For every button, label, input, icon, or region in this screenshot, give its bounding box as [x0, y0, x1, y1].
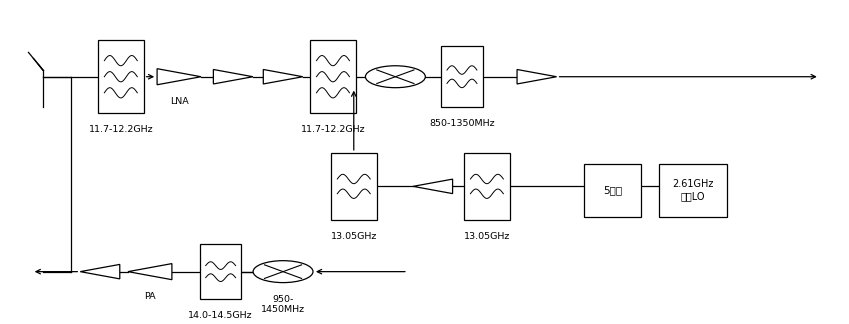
Bar — [659, 164, 728, 217]
Text: 850-1350MHz: 850-1350MHz — [429, 119, 495, 128]
Polygon shape — [413, 179, 453, 194]
Text: 2.61GHz
外部LO: 2.61GHz 外部LO — [672, 179, 714, 201]
Text: 11.7-12.2GHz: 11.7-12.2GHz — [88, 125, 153, 134]
Polygon shape — [128, 264, 171, 280]
Bar — [464, 153, 509, 220]
Bar — [331, 153, 377, 220]
Text: 13.05GHz: 13.05GHz — [464, 232, 510, 241]
Text: 5倍频: 5倍频 — [603, 185, 622, 195]
Polygon shape — [81, 264, 120, 279]
Circle shape — [365, 66, 425, 88]
Polygon shape — [263, 69, 303, 84]
Polygon shape — [213, 69, 253, 84]
Bar — [584, 164, 641, 217]
Polygon shape — [157, 69, 201, 85]
Bar — [200, 244, 241, 299]
Text: 11.7-12.2GHz: 11.7-12.2GHz — [301, 125, 365, 134]
Polygon shape — [517, 69, 557, 84]
Bar — [310, 40, 356, 113]
Bar — [441, 46, 483, 107]
Bar — [98, 40, 143, 113]
Text: LNA: LNA — [170, 97, 188, 106]
Text: 14.0-14.5GHz: 14.0-14.5GHz — [188, 311, 253, 320]
Text: 950-
1450MHz: 950- 1450MHz — [261, 295, 305, 314]
Text: PA: PA — [144, 292, 155, 301]
Text: 13.05GHz: 13.05GHz — [330, 232, 377, 241]
Circle shape — [253, 261, 313, 283]
